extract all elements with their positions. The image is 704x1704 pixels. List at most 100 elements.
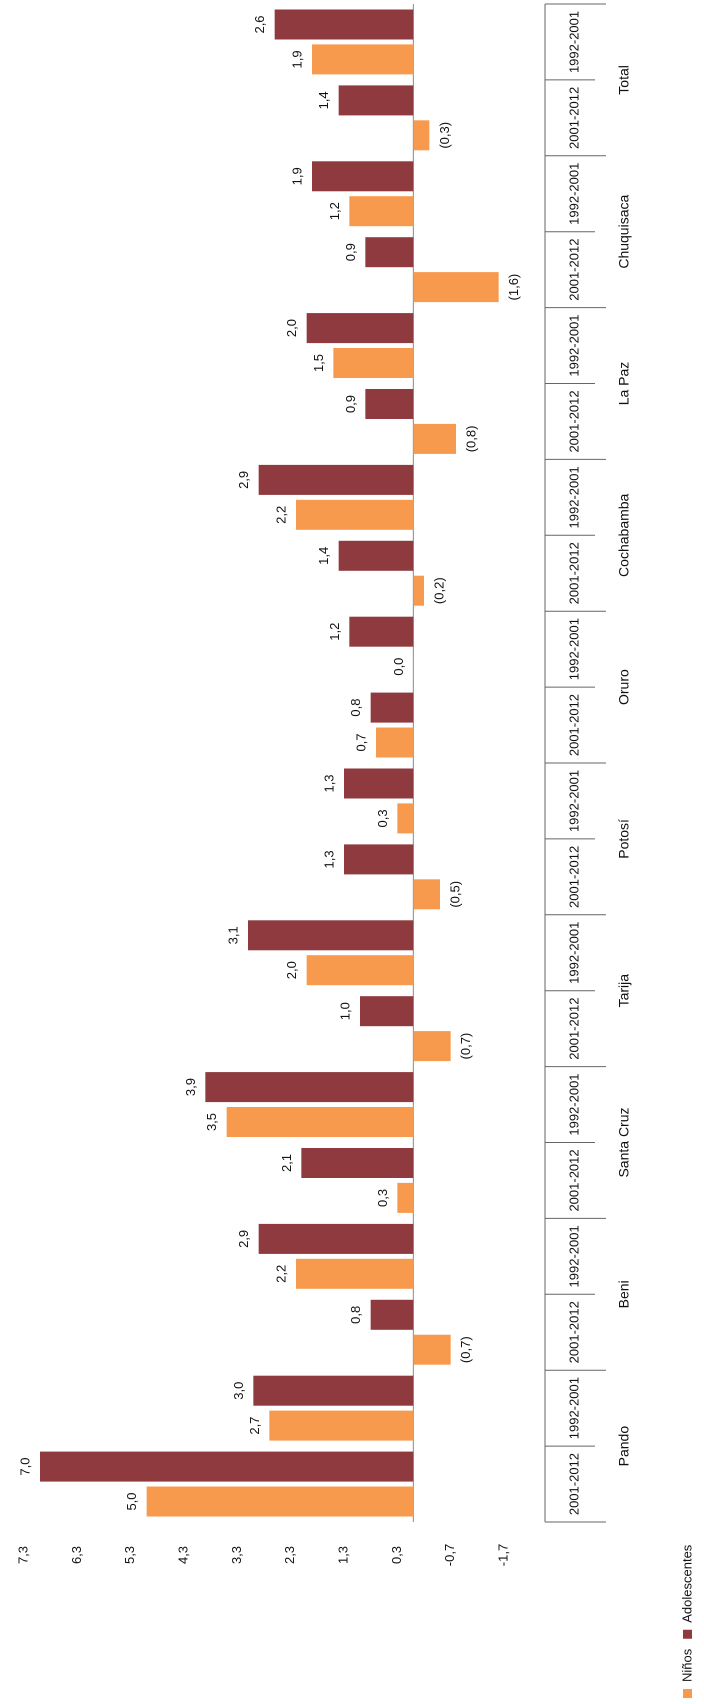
legend-label: Adolescentes (679, 1544, 694, 1623)
legend-swatch (683, 1689, 692, 1698)
value-tick-label: 2,3 (282, 1546, 297, 1564)
bar-nios (296, 1258, 414, 1289)
bar-adolescentes (301, 1147, 414, 1178)
data-label: (0,5) (447, 881, 462, 908)
value-tick-label: 5,3 (122, 1546, 137, 1564)
value-tick-label: -1,7 (495, 1544, 510, 1566)
data-label: 2,6 (252, 15, 267, 33)
group-label: La Paz (616, 362, 632, 406)
bar-nios (312, 44, 414, 75)
bar-adolescentes (258, 464, 414, 495)
data-label: 0,7 (353, 733, 368, 751)
legend-label: Niños (679, 1648, 694, 1682)
bar-adolescentes (205, 1072, 414, 1103)
bar-nios (146, 1486, 414, 1517)
data-label: 1,3 (321, 850, 336, 868)
group-label: Pando (616, 1426, 632, 1467)
bar-nios (397, 1182, 414, 1213)
data-label: 3,1 (225, 926, 240, 944)
value-tick-label: 7,3 (15, 1546, 30, 1564)
bar-adolescentes (312, 161, 414, 192)
period-label: 1992-2001 (566, 314, 581, 376)
bar-nios (349, 196, 414, 227)
data-label: 1,4 (316, 91, 331, 109)
data-label: 0,3 (375, 809, 390, 827)
bar-adolescentes (258, 1223, 414, 1254)
period-label: 1992-2001 (566, 1073, 581, 1135)
data-label: 1,9 (289, 50, 304, 68)
value-tick-label: 0,3 (389, 1546, 404, 1564)
data-label: 2,2 (273, 1265, 288, 1283)
bar-nios (397, 803, 414, 834)
data-label: 1,5 (311, 354, 326, 372)
data-label: 0,9 (343, 395, 358, 413)
plot-area: 2,6 1,9 1,4 (0,3) 1,9 1,2 0,9 (1,6) 2,0 1,5 0,9 (0,… (17, 4, 521, 1522)
data-label: 2,9 (236, 471, 251, 489)
bar-nios (376, 727, 414, 758)
data-label: (1,6) (506, 274, 521, 301)
data-label: 2,9 (236, 1230, 251, 1248)
period-label: 2001-2012 (566, 1453, 581, 1515)
group-label: Potosí (616, 819, 632, 859)
period-label: 1992-2001 (566, 922, 581, 984)
data-label: 1,9 (289, 167, 304, 185)
value-tick-label: 1,3 (335, 1546, 350, 1564)
bar-nios (269, 1410, 414, 1441)
bar-adolescentes (306, 313, 414, 344)
value-tick-label: 6,3 (69, 1546, 84, 1564)
bar-nios (413, 1031, 451, 1062)
bar-nios (226, 1107, 414, 1138)
bar-nios (306, 955, 414, 986)
data-label: 1,0 (337, 1002, 352, 1020)
period-label: 1992-2001 (566, 1377, 581, 1439)
period-label: 2001-2012 (566, 239, 581, 301)
period-label: 1992-2001 (566, 618, 581, 680)
bar-adolescentes (253, 1375, 414, 1406)
data-label: 7,0 (17, 1458, 32, 1476)
bar-nios (413, 423, 456, 454)
data-label: 0,8 (348, 699, 363, 717)
period-label: 2001-2012 (566, 1149, 581, 1211)
period-label: 2001-2012 (566, 87, 581, 149)
data-label: (0,2) (431, 577, 446, 604)
data-label: 2,0 (284, 961, 299, 979)
period-label: 1992-2001 (566, 466, 581, 528)
data-label: 3,9 (183, 1078, 198, 1096)
bar-adolescentes (365, 237, 414, 268)
group-label: Tarija (616, 974, 632, 1008)
group-label: Oruro (616, 669, 632, 705)
bar-adolescentes (338, 85, 414, 116)
period-label: 1992-2001 (566, 770, 581, 832)
data-label: (0,3) (437, 122, 452, 149)
data-label: 2,7 (247, 1417, 262, 1435)
data-label: 0,3 (375, 1189, 390, 1207)
bar-adolescentes (370, 1299, 414, 1330)
period-label: 2001-2012 (566, 1301, 581, 1363)
period-label: 2001-2012 (566, 694, 581, 756)
bar-adolescentes (349, 616, 414, 647)
period-label: 2001-2012 (566, 390, 581, 452)
data-label: (0,8) (463, 426, 478, 453)
bar-adolescentes (344, 768, 414, 799)
group-label: Chuquisaca (616, 195, 632, 269)
group-label: Total (616, 65, 632, 95)
value-axis: 7,3 6,3 5,3 4,3 3,3 2,3 1,3 0,3 -0,7 -1,7 (15, 1544, 510, 1566)
data-label: 1,2 (327, 623, 342, 641)
bar-nios (413, 575, 424, 606)
period-label: 1992-2001 (566, 11, 581, 73)
group-label: Beni (616, 1280, 632, 1308)
data-label: 5,0 (124, 1492, 139, 1510)
bar-nios (413, 1334, 451, 1365)
data-label: 0,0 (391, 658, 406, 676)
bar-adolescentes (40, 1451, 414, 1482)
data-label: 1,3 (321, 774, 336, 792)
data-label: 0,8 (348, 1306, 363, 1324)
data-label: 2,2 (273, 506, 288, 524)
data-label: 2,1 (279, 1154, 294, 1172)
period-label: 1992-2001 (566, 163, 581, 225)
value-tick-label: -0,7 (442, 1544, 457, 1566)
bar-adolescentes (360, 996, 414, 1027)
bar-nios (413, 879, 440, 910)
data-label: 1,2 (327, 202, 342, 220)
